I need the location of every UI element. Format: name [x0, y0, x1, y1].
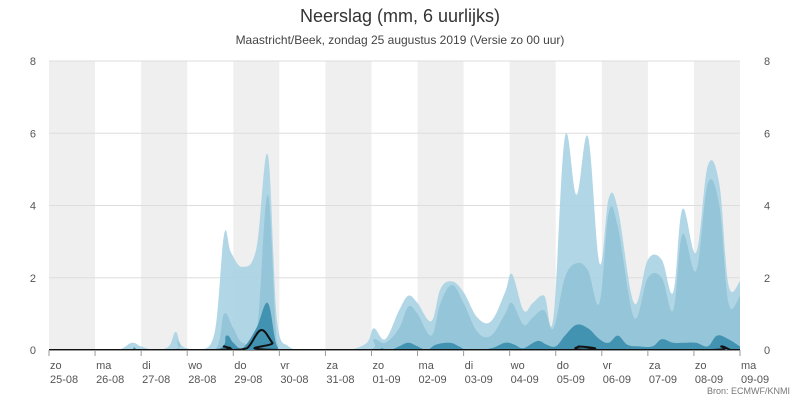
x-tick-day-label: ma [741, 360, 757, 372]
area-inner [49, 302, 740, 350]
x-tick-date-label: 28-08 [188, 374, 216, 386]
y-tick-label-right: 2 [764, 273, 770, 285]
y-tick-label-left: 8 [30, 56, 36, 68]
y-tick-label-left: 6 [30, 128, 36, 140]
axes: 0 0 2 2 4 4 6 6 8 8 zo 25-08 ma 26-08 di 27-08 wo 28-08 do… [30, 56, 770, 386]
x-tick-date-label: 09-09 [741, 374, 769, 386]
x-tick-day-label: ma [96, 360, 112, 372]
x-tick-day-label: za [649, 360, 662, 372]
x-tick-date-label: 31-08 [326, 374, 354, 386]
x-tick-date-label: 29-08 [234, 374, 262, 386]
y-tick-label-right: 8 [764, 56, 770, 68]
x-tick-date-label: 26-08 [96, 374, 124, 386]
y-tick-label-right: 4 [764, 201, 770, 213]
x-tick-day-label: za [326, 360, 339, 372]
y-tick-label-left: 2 [30, 273, 36, 285]
x-tick-day-label: zo [372, 360, 384, 372]
x-tick-date-label: 04-09 [511, 374, 539, 386]
y-tick-label-right: 0 [764, 345, 770, 357]
x-tick-date-label: 07-09 [649, 374, 677, 386]
y-tick-label-left: 0 [30, 345, 36, 357]
x-tick-day-label: do [234, 360, 246, 372]
x-tick-date-label: 01-09 [372, 374, 400, 386]
x-tick-date-label: 05-09 [557, 374, 585, 386]
x-tick-day-label: ma [419, 360, 435, 372]
x-tick-date-label: 03-09 [465, 374, 493, 386]
x-tick-day-label: wo [510, 360, 525, 372]
x-tick-day-label: do [557, 360, 569, 372]
x-tick-date-label: 27-08 [142, 374, 170, 386]
source-credit: Bron: ECMWF/KNMI [706, 386, 790, 396]
area-middle [49, 179, 740, 350]
y-tick-label-left: 4 [30, 201, 36, 213]
x-tick-date-label: 06-09 [603, 374, 631, 386]
x-tick-date-label: 30-08 [280, 374, 308, 386]
y-tick-label-right: 6 [764, 128, 770, 140]
x-tick-day-label: zo [50, 360, 62, 372]
chart-title: Neerslag (mm, 6 uurlijks) [299, 6, 501, 26]
x-tick-day-label: vr [280, 360, 290, 372]
x-tick-day-label: wo [187, 360, 202, 372]
x-tick-date-label: 25-08 [50, 374, 78, 386]
x-tick-day-label: di [465, 360, 474, 372]
x-tick-date-label: 02-09 [419, 374, 447, 386]
x-tick-day-label: di [142, 360, 151, 372]
chart-subtitle: Maastricht/Beek, zondag 25 augustus 2019… [235, 33, 565, 47]
x-tick-date-label: 08-09 [695, 374, 723, 386]
x-tick-day-label: zo [695, 360, 707, 372]
x-tick-day-label: vr [603, 360, 613, 372]
